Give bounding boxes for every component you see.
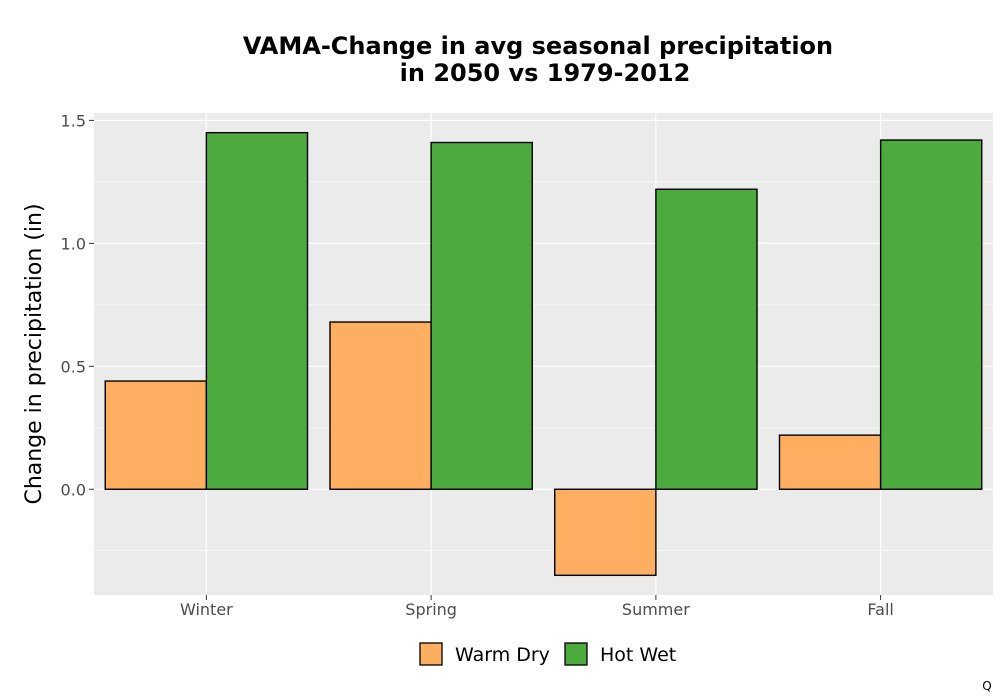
y-tick-label: 1.0: [61, 234, 86, 253]
x-tick-label: Winter: [180, 600, 233, 619]
x-tick-label: Fall: [867, 600, 893, 619]
bars: [104, 131, 983, 577]
bar-warm-dry-fall: [778, 434, 882, 490]
chart-title-line-1: VAMA-Change in avg seasonal precipitatio…: [243, 32, 833, 60]
bar-warm-dry-summer: [554, 488, 657, 577]
bar-hot-wet-summer: [655, 188, 758, 490]
bar-warm-dry-spring: [329, 321, 432, 490]
y-tick-label: 0.0: [61, 480, 86, 499]
legend-label: Hot Wet: [600, 644, 676, 666]
legend: Warm Dry Hot Wet: [419, 642, 676, 666]
legend-key-warm-dry: [419, 642, 443, 666]
bar-hot-wet-winter: [205, 131, 309, 490]
chart-title: VAMA-Change in avg seasonal precipitatio…: [243, 32, 833, 87]
y-axis-title: Change in precipitation (in): [22, 203, 47, 504]
legend-key-hot-wet: [564, 642, 588, 666]
corner-glyph: Q: [982, 679, 991, 693]
chart-title-line-2: in 2050 vs 1979-2012: [400, 59, 691, 87]
y-tick-label: 0.5: [61, 357, 86, 376]
y-axis: 0.0 0.5 1.0 1.5: [61, 111, 94, 499]
x-tick-label: Spring: [405, 600, 457, 619]
bar-hot-wet-fall: [879, 139, 983, 490]
x-axis: Winter Spring Summer Fall: [180, 595, 894, 619]
legend-label: Warm Dry: [455, 644, 550, 666]
bar-hot-wet-spring: [430, 141, 533, 490]
y-tick-label: 1.5: [61, 111, 86, 130]
x-tick-label: Summer: [622, 600, 690, 619]
bar-warm-dry-winter: [104, 380, 208, 490]
